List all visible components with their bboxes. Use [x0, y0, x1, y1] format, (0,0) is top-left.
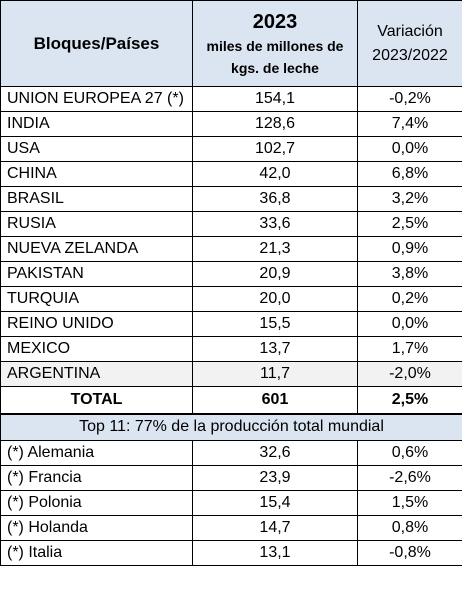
row-name: (*) Francia — [0, 465, 193, 491]
row-change: 3,2% — [357, 186, 462, 212]
header-variation-line1: Variación — [377, 22, 443, 40]
total-value: 601 — [192, 386, 358, 415]
row-name: INDIA — [0, 111, 193, 137]
table-row: UNION EUROPEA 27 (*) 154,1 -0,2% — [0, 86, 462, 112]
row-change: 0,0% — [357, 311, 462, 337]
row-value: 21,3 — [192, 236, 358, 262]
row-name: CHINA — [0, 161, 193, 187]
table-row: PAKISTAN 20,9 3,8% — [0, 261, 462, 287]
eu-rows: (*) Alemania 32,6 0,6% (*) Francia 23,9 -2,6%… — [0, 440, 462, 566]
note-row: Top 11: 77% de la producción total mundi… — [0, 412, 462, 441]
row-name: RUSIA — [0, 211, 193, 237]
row-change: -0,8% — [357, 540, 462, 566]
row-value: 128,6 — [192, 111, 358, 137]
row-name: UNION EUROPEA 27 (*) — [0, 86, 193, 112]
row-name: TURQUIA — [0, 286, 193, 312]
total-row: TOTAL 601 2,5% — [0, 386, 462, 415]
header-countries: Bloques/Países — [0, 0, 193, 87]
row-name: PAKISTAN — [0, 261, 193, 287]
row-change: 0,6% — [357, 440, 462, 466]
total-label: TOTAL — [0, 386, 193, 415]
row-name: USA — [0, 136, 193, 162]
row-value: 23,9 — [192, 465, 358, 491]
row-change: 0,2% — [357, 286, 462, 312]
row-change: 7,4% — [357, 111, 462, 137]
row-name: REINO UNIDO — [0, 311, 193, 337]
table-row: (*) Italia 13,1 -0,8% — [0, 540, 462, 566]
table-row: TURQUIA 20,0 0,2% — [0, 286, 462, 312]
table-row: USA 102,7 0,0% — [0, 136, 462, 162]
row-value: 102,7 — [192, 136, 358, 162]
row-name: (*) Polonia — [0, 490, 193, 516]
row-value: 20,0 — [192, 286, 358, 312]
row-value: 15,4 — [192, 490, 358, 516]
header-unit-line2: kgs. de leche — [231, 59, 319, 76]
top11-note: Top 11: 77% de la producción total mundi… — [0, 412, 462, 441]
row-change: 2,5% — [357, 211, 462, 237]
row-value: 11,7 — [192, 361, 358, 387]
table-row: (*) Polonia 15,4 1,5% — [0, 490, 462, 516]
table-row: BRASIL 36,8 3,2% — [0, 186, 462, 212]
table-row: MEXICO 13,7 1,7% — [0, 336, 462, 362]
table-row: NUEVA ZELANDA 21,3 0,9% — [0, 236, 462, 262]
row-change: 0,0% — [357, 136, 462, 162]
header-variation-line2: 2023/2022 — [372, 46, 448, 64]
row-value: 154,1 — [192, 86, 358, 112]
row-change: -0,2% — [357, 86, 462, 112]
table-row: CHINA 42,0 6,8% — [0, 161, 462, 187]
table-row: INDIA 128,6 7,4% — [0, 111, 462, 137]
total-change: 2,5% — [357, 386, 462, 415]
milk-production-table: Bloques/Países 2023 miles de millones de… — [0, 0, 462, 566]
row-value: 13,7 — [192, 336, 358, 362]
row-change: 6,8% — [357, 161, 462, 187]
row-change: 1,5% — [357, 490, 462, 516]
row-change: 0,8% — [357, 515, 462, 541]
row-value: 36,8 — [192, 186, 358, 212]
table-row: (*) Francia 23,9 -2,6% — [0, 465, 462, 491]
header-unit-line1: miles de millones de — [206, 37, 344, 54]
row-change: 3,8% — [357, 261, 462, 287]
table-row: RUSIA 33,6 2,5% — [0, 211, 462, 237]
table-row: (*) Alemania 32,6 0,6% — [0, 440, 462, 466]
header-production: 2023 miles de millones de kgs. de leche — [192, 0, 358, 87]
row-change: 0,9% — [357, 236, 462, 262]
row-value: 20,9 — [192, 261, 358, 287]
header-year: 2023 — [252, 10, 298, 33]
row-change: -2,6% — [357, 465, 462, 491]
row-name: (*) Holanda — [0, 515, 193, 541]
row-value: 13,1 — [192, 540, 358, 566]
row-value: 15,5 — [192, 311, 358, 337]
row-change: -2,0% — [357, 361, 462, 387]
header-row: Bloques/Países 2023 miles de millones de… — [0, 0, 462, 87]
row-name: (*) Italia — [0, 540, 193, 566]
row-change: 1,7% — [357, 336, 462, 362]
table-row: REINO UNIDO 15,5 0,0% — [0, 311, 462, 337]
row-value: 33,6 — [192, 211, 358, 237]
row-name: (*) Alemania — [0, 440, 193, 466]
row-name: MEXICO — [0, 336, 193, 362]
row-name: NUEVA ZELANDA — [0, 236, 193, 262]
row-name: ARGENTINA — [0, 361, 193, 387]
header-variation: Variación 2023/2022 — [357, 0, 462, 87]
main-rows: UNION EUROPEA 27 (*) 154,1 -0,2% INDIA 128,6… — [0, 86, 462, 387]
table-row: (*) Holanda 14,7 0,8% — [0, 515, 462, 541]
row-value: 14,7 — [192, 515, 358, 541]
row-value: 32,6 — [192, 440, 358, 466]
table-row: ARGENTINA 11,7 -2,0% — [0, 361, 462, 387]
row-name: BRASIL — [0, 186, 193, 212]
row-value: 42,0 — [192, 161, 358, 187]
